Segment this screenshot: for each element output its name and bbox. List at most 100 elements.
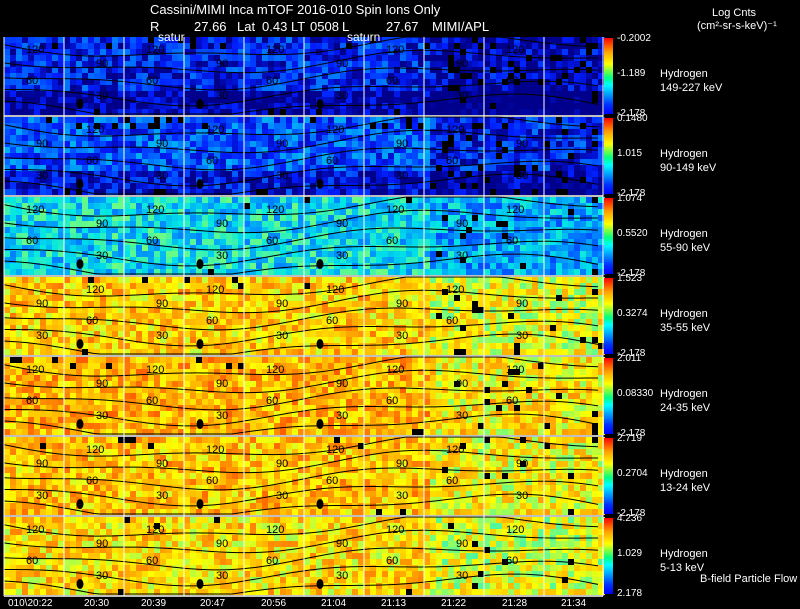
heatmap-cell (520, 263, 527, 269)
heatmap-cell (148, 277, 154, 283)
heatmap-cell (334, 257, 340, 263)
heatmap-cell (64, 123, 70, 129)
heatmap-cell (136, 165, 142, 171)
heatmap-cell (334, 97, 340, 103)
heatmap-cell (166, 189, 172, 195)
heatmap-cell (556, 197, 563, 203)
heatmap-cell (178, 43, 184, 49)
heatmap-cell (160, 215, 166, 221)
heatmap-cell (28, 49, 34, 55)
heatmap-cell (232, 203, 238, 209)
heatmap-cell (142, 301, 148, 307)
heatmap-cell (154, 147, 160, 153)
heatmap-cell (496, 117, 503, 123)
heatmap-cell (274, 227, 280, 233)
heatmap-cell (292, 203, 298, 209)
heatmap-cell (238, 117, 244, 123)
heatmap-cell (100, 97, 106, 103)
heatmap-cell (376, 109, 382, 115)
heatmap-cell (556, 263, 563, 269)
heatmap-cell (160, 289, 166, 295)
heatmap-cell (400, 257, 406, 263)
heatmap-cell (166, 147, 172, 153)
heatmap-cell (502, 183, 509, 189)
heatmap-cell (118, 147, 124, 153)
heatmap-cell (370, 61, 376, 67)
heatmap-cell (280, 55, 286, 61)
heatmap-cell (466, 221, 473, 227)
heatmap-cell (160, 85, 166, 91)
heatmap-cell (580, 301, 587, 307)
heatmap-cell (514, 177, 521, 183)
heatmap-cell (190, 141, 196, 147)
heatmap-cell (412, 43, 418, 49)
heatmap-cell (154, 141, 160, 147)
heatmap-cell (286, 153, 292, 159)
heatmap-cell (562, 117, 569, 123)
heatmap-cell (358, 209, 364, 215)
heatmap-cell (400, 109, 406, 115)
heatmap-cell (538, 43, 545, 49)
heatmap-cell (208, 319, 214, 325)
heatmap-cell (220, 97, 226, 103)
heatmap-cell (286, 189, 292, 195)
heatmap-cell (178, 123, 184, 129)
heatmap-cell (346, 55, 352, 61)
heatmap-cell (502, 227, 509, 233)
heatmap-cell (40, 159, 46, 165)
heatmap-cell (544, 263, 551, 269)
heatmap-cell (358, 251, 364, 257)
heatmap-cell (472, 197, 479, 203)
heatmap-cell (202, 283, 208, 289)
heatmap-cell (274, 43, 280, 49)
heatmap-cell (28, 197, 34, 203)
heatmap-cell (76, 117, 82, 123)
heatmap-cell (190, 109, 196, 115)
heatmap-cell (406, 277, 412, 283)
heatmap-cell (484, 313, 491, 319)
heatmap-cell (124, 289, 130, 295)
heatmap-cell (178, 227, 184, 233)
heatmap-cell (394, 313, 400, 319)
heatmap-cell (88, 269, 94, 275)
bfield-marker (316, 259, 324, 269)
heatmap-cell (124, 123, 130, 129)
heatmap-cell (514, 325, 521, 331)
heatmap-cell (472, 263, 479, 269)
heatmap-cell (568, 97, 575, 103)
heatmap-cell (190, 85, 196, 91)
heatmap-cell (412, 123, 418, 129)
heatmap-cell (388, 165, 394, 171)
heatmap-cell (82, 129, 88, 135)
heatmap-cell (160, 61, 166, 67)
heatmap-cell (514, 67, 521, 73)
heatmap-cell (166, 129, 172, 135)
heatmap-cell (238, 91, 244, 97)
heatmap-cell (64, 295, 70, 301)
heatmap-cell (502, 159, 509, 165)
heatmap-cell (448, 135, 455, 141)
heatmap-cell (118, 221, 124, 227)
contour-label: 90 (96, 58, 108, 70)
heatmap-cell (100, 117, 106, 123)
heatmap-cell (40, 141, 46, 147)
heatmap-cell (124, 43, 130, 49)
heatmap-cell (310, 85, 316, 91)
heatmap-cell (220, 251, 226, 257)
heatmap-cell (484, 85, 491, 91)
heatmap-cell (58, 337, 64, 343)
heatmap-cell (148, 97, 154, 103)
heatmap-cell (154, 325, 160, 331)
heatmap-cell (262, 277, 268, 283)
heatmap-cell (100, 37, 106, 43)
heatmap-cell (28, 313, 34, 319)
heatmap-cell (322, 67, 328, 73)
heatmap-cell (226, 49, 232, 55)
heatmap-cell (418, 295, 424, 301)
heatmap-cell (292, 197, 298, 203)
heatmap-cell (184, 257, 190, 263)
heatmap-cell (418, 203, 424, 209)
heatmap-cell (100, 227, 106, 233)
heatmap-cell (196, 43, 202, 49)
heatmap-cell (346, 67, 352, 73)
